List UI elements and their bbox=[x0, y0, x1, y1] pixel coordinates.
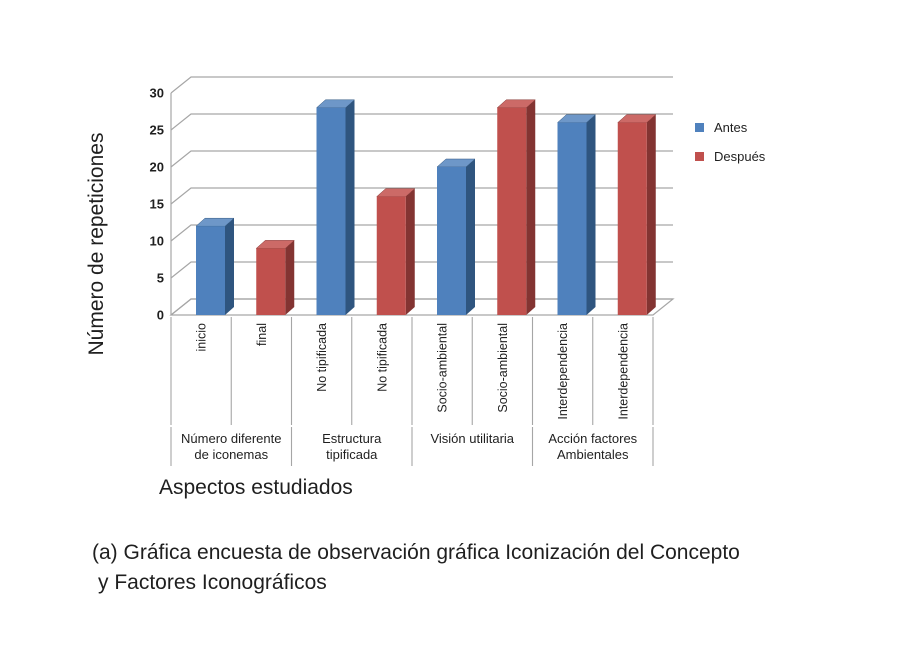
figure-caption-line1: (a) Gráfica encuesta de observación gráf… bbox=[92, 541, 740, 564]
bar-antes-1-side bbox=[345, 99, 355, 315]
bar-después-0 bbox=[256, 248, 286, 315]
gridline bbox=[170, 261, 673, 279]
gridline bbox=[170, 187, 673, 205]
gridline bbox=[170, 113, 673, 131]
bar-después-3-side bbox=[646, 114, 656, 315]
y-axis-tick-label: 0 bbox=[157, 308, 164, 323]
category-label: Interdependencia bbox=[616, 323, 630, 420]
bar-antes-1 bbox=[316, 107, 346, 315]
category-label: Socio-ambiental bbox=[496, 323, 510, 413]
legend-item-antes: Antes bbox=[695, 120, 765, 135]
legend: Antes Después bbox=[695, 120, 765, 178]
bar-antes-3-side bbox=[586, 114, 596, 315]
group-label: Acción factores bbox=[548, 431, 637, 446]
y-axis-tick-label: 30 bbox=[150, 86, 164, 101]
gridline bbox=[170, 76, 673, 94]
gridline bbox=[170, 224, 673, 242]
category-label: inicio bbox=[195, 323, 209, 352]
category-label: final bbox=[255, 323, 269, 346]
y-axis-tick-label: 5 bbox=[157, 271, 164, 286]
group-label: Ambientales bbox=[557, 447, 629, 462]
category-label: Socio-ambiental bbox=[436, 323, 450, 413]
bar-antes-2-side bbox=[466, 159, 475, 315]
legend-label-antes: Antes bbox=[714, 120, 748, 135]
bar-después-2-side bbox=[526, 99, 536, 315]
y-axis-tick-label: 10 bbox=[150, 234, 164, 249]
bar-antes-0-side bbox=[225, 218, 234, 315]
figure-caption-line2: y Factores Iconográficos bbox=[98, 571, 327, 594]
category-label: Interdependencia bbox=[556, 323, 570, 420]
bar-después-1-side bbox=[405, 188, 415, 315]
bar-antes-3 bbox=[557, 122, 587, 315]
y-axis-tick-label: 20 bbox=[150, 160, 164, 175]
bar-después-1 bbox=[376, 196, 406, 315]
category-label: No tipificada bbox=[315, 323, 329, 392]
gridline bbox=[170, 298, 673, 316]
legend-label-despues: Después bbox=[714, 149, 766, 164]
group-label: Visión utilitaria bbox=[430, 431, 514, 446]
category-label: No tipificada bbox=[375, 323, 389, 392]
bar-antes-2 bbox=[437, 167, 466, 315]
legend-swatch-antes bbox=[695, 123, 704, 132]
gridline bbox=[170, 150, 673, 168]
bar-después-0-side bbox=[285, 240, 295, 315]
chart-floor bbox=[169, 298, 675, 316]
bar-antes-0 bbox=[196, 226, 225, 315]
y-axis-title: Número de repeticiones bbox=[85, 132, 108, 356]
legend-swatch-despues bbox=[695, 152, 704, 161]
bar-chart-plot: 0 5 10 15 20 25 30 inicio final No tipificada No t… bbox=[150, 76, 675, 466]
x-axis-title: Aspectos estudiados bbox=[159, 476, 353, 499]
group-label: tipificada bbox=[326, 447, 378, 462]
legend-item-despues: Después bbox=[695, 149, 765, 164]
bar-después-2 bbox=[497, 107, 527, 315]
group-label: Número diferente bbox=[181, 431, 281, 446]
y-axis-tick-label: 15 bbox=[150, 197, 164, 212]
y-axis-tick-label: 25 bbox=[150, 123, 164, 138]
figure-caption: (a) Gráfica encuesta de observación gráf… bbox=[92, 538, 740, 598]
group-label: Estructura bbox=[322, 431, 382, 446]
group-label: de iconemas bbox=[194, 447, 268, 462]
bar-después-3 bbox=[617, 122, 647, 315]
